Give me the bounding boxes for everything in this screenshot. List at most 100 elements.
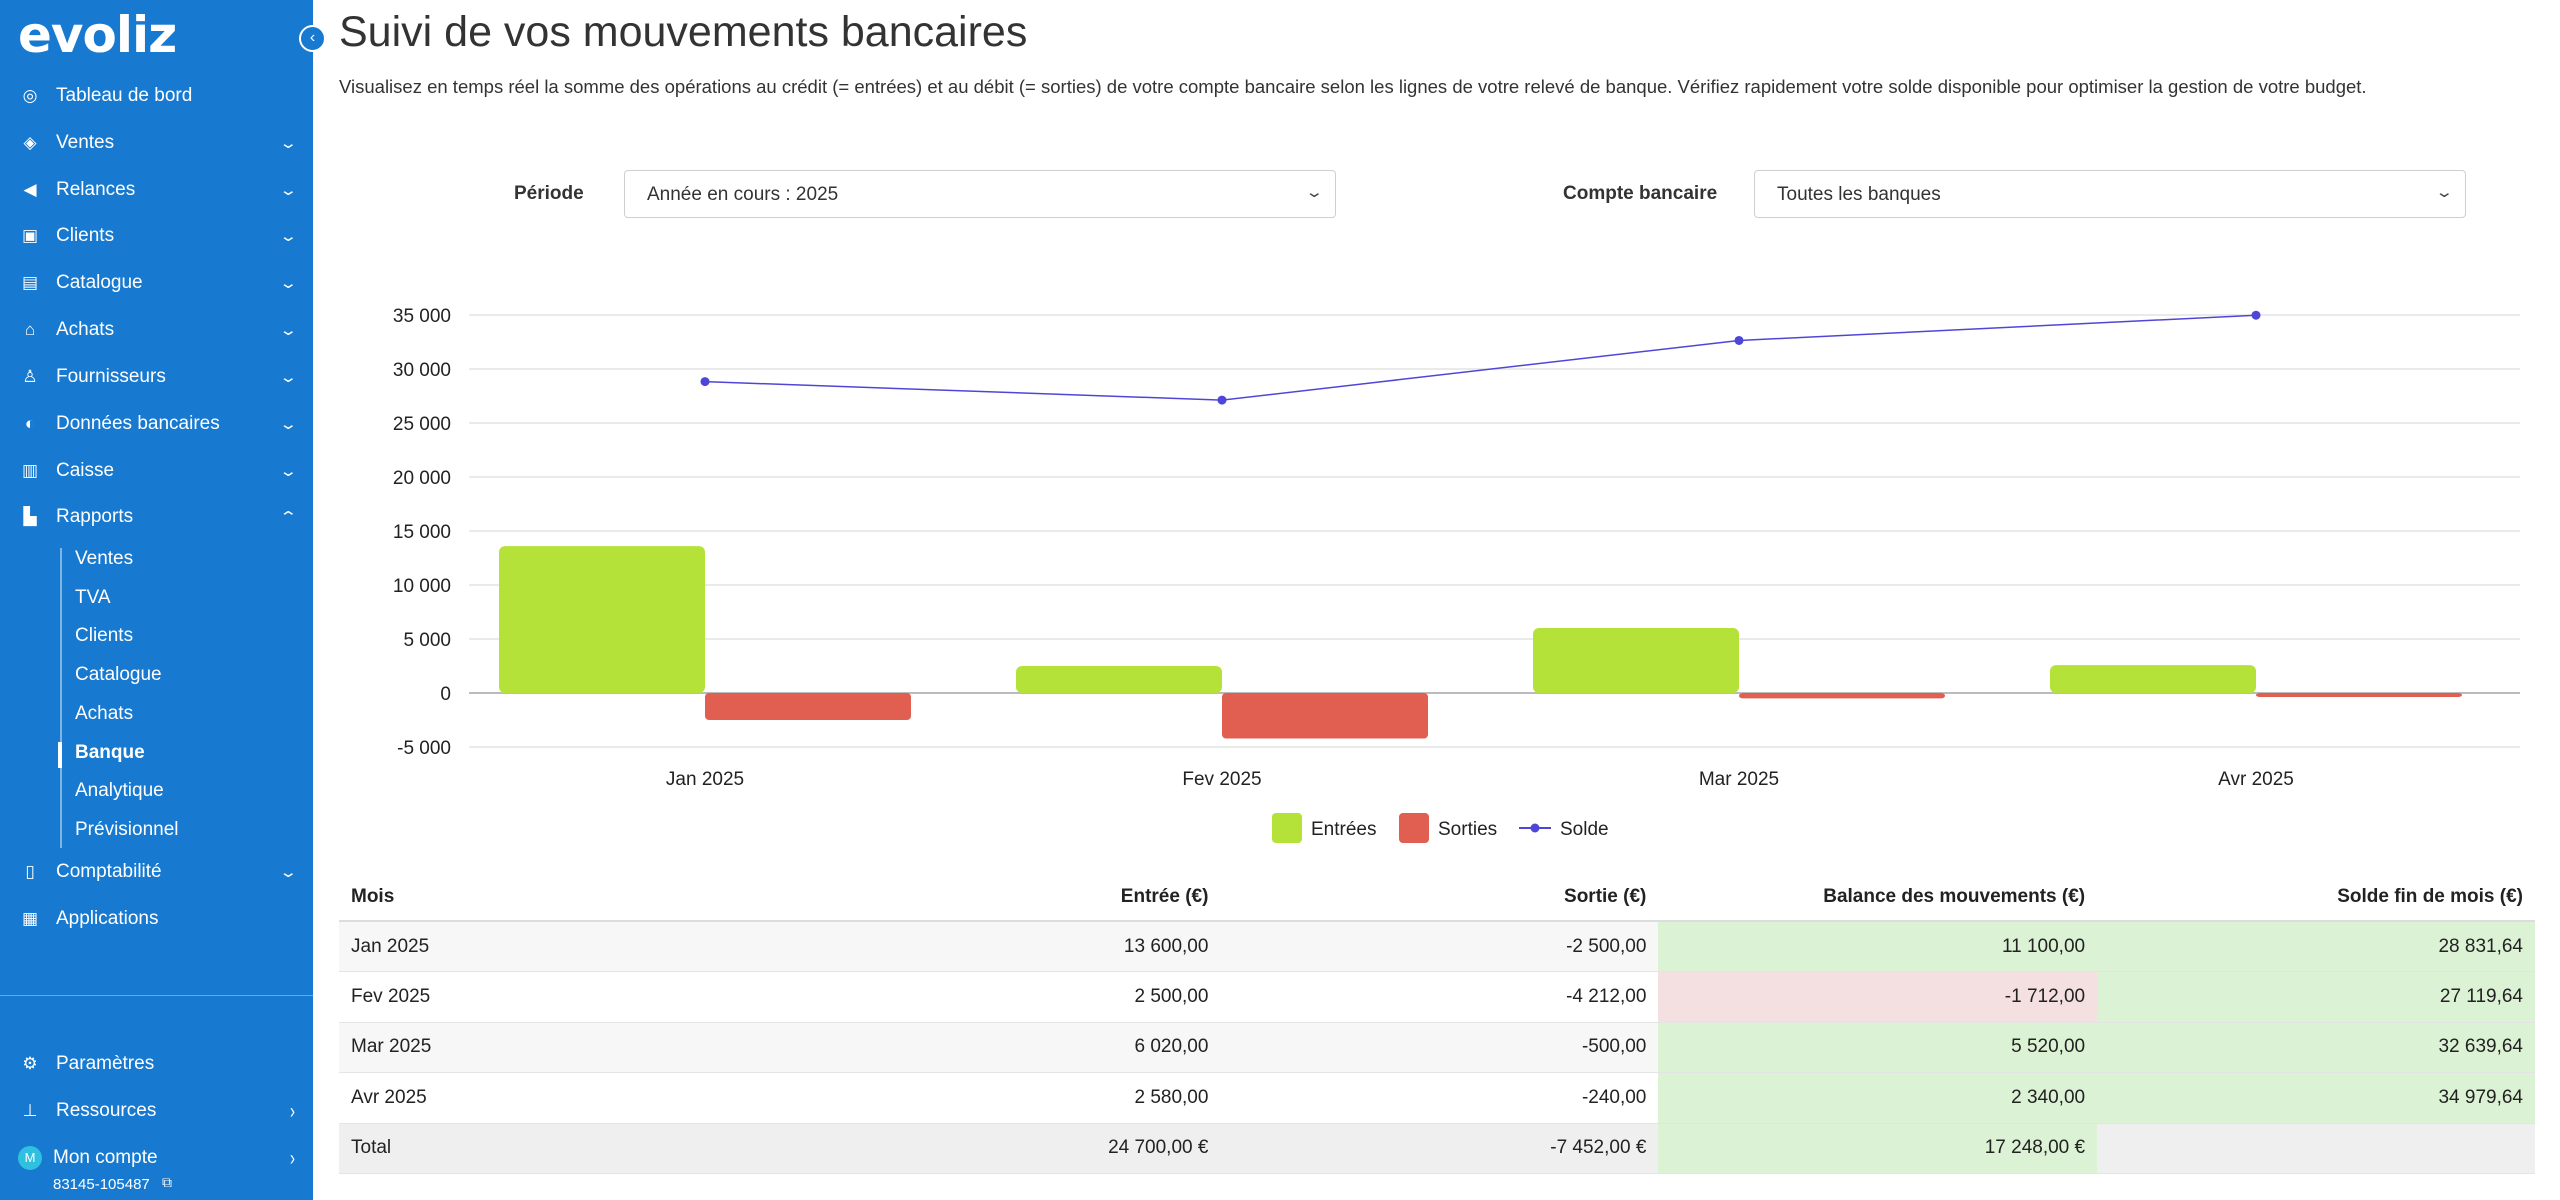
table-total-row: Total 24 700,00 € -7 452,00 € 17 248,00 … — [339, 1123, 2535, 1174]
periode-select-value: Année en cours : 2025 — [647, 184, 839, 205]
sidebar-item-label: Fournisseurs — [56, 366, 166, 387]
legend-swatch-solde-point — [1530, 823, 1540, 833]
cell-sortie: -500,00 — [1220, 1022, 1659, 1073]
table-header-row: Mois Entrée (€) Sortie (€) Balance des m… — [339, 873, 2535, 922]
page-title: Suivi de vos mouvements bancaires — [339, 8, 1028, 56]
table-row: Mar 2025 6 020,00 -500,00 5 520,00 32 63… — [339, 1022, 2535, 1073]
y-tick-label: 35 000 — [393, 306, 451, 327]
sidebar-subitem-achats[interactable]: Achats — [75, 703, 134, 724]
pin-icon: ⊥ — [22, 1101, 38, 1120]
account-id: 83145-105487 — [53, 1176, 150, 1193]
compte-bancaire-select[interactable]: Toutes les banques ⌄ — [1754, 170, 2466, 218]
cell-balance: 2 340,00 — [1658, 1072, 2098, 1124]
cell-total-sortie: -7 452,00 € — [1220, 1123, 1659, 1174]
cell-sortie: -2 500,00 — [1220, 921, 1659, 972]
cell-solde: 32 639,64 — [2097, 1022, 2535, 1073]
sidebar-subitem-analytique[interactable]: Analytique — [75, 780, 164, 801]
copy-icon[interactable]: ⧉ — [162, 1174, 172, 1190]
box-icon: ▤ — [21, 273, 39, 292]
x-tick-label: Fev 2025 — [1182, 769, 1261, 790]
sidebar-item-catalogue[interactable]: ▤ Catalogue ⌄ — [0, 263, 313, 303]
sidebar-item-caisse[interactable]: ▥ Caisse ⌄ — [0, 451, 313, 491]
compte-bancaire-label: Compte bancaire — [1563, 183, 1718, 204]
cell-solde: 28 831,64 — [2097, 921, 2535, 972]
cell-total-entree: 24 700,00 € — [891, 1123, 1221, 1174]
cell-entree: 2 500,00 — [891, 971, 1221, 1023]
page-description: Visualisez en temps réel la somme des op… — [339, 76, 2367, 97]
col-header-balance: Balance des mouvements (€) — [1658, 873, 2098, 922]
chevron-down-icon: ⌄ — [279, 182, 299, 199]
cell-balance: 11 100,00 — [1658, 921, 2098, 972]
periode-select[interactable]: Année en cours : 2025 ⌄ — [624, 170, 1336, 218]
sidebar-item-achats[interactable]: ⌂ Achats ⌄ — [0, 310, 313, 350]
cell-entree: 6 020,00 — [891, 1022, 1221, 1073]
sidebar-item-tableau-de-bord[interactable]: ◎ Tableau de bord — [0, 76, 313, 116]
table-row: Jan 2025 13 600,00 -2 500,00 11 100,00 2… — [339, 921, 2535, 972]
sidebar-item-label: Mon compte — [53, 1147, 158, 1168]
x-tick-label: Avr 2025 — [2218, 769, 2294, 790]
x-tick-label: Mar 2025 — [1699, 769, 1779, 790]
sidebar-item-label: Relances — [56, 179, 136, 200]
sidebar-item-label: Applications — [56, 908, 159, 929]
cell-balance: -1 712,00 — [1658, 971, 2098, 1023]
chevron-down-icon: ⌄ — [279, 228, 299, 245]
avatar: M — [18, 1146, 42, 1170]
chevron-down-icon: ⌄ — [1305, 184, 1325, 201]
sidebar-item-donnees-bancaires[interactable]: ◐ Données bancaires ⌄ — [0, 404, 313, 444]
bar-chart-icon: ▙ — [23, 507, 37, 526]
sidebar-item-comptabilite[interactable]: ▯ Comptabilité ⌄ — [0, 852, 313, 892]
y-tick-label: 30 000 — [393, 360, 451, 381]
sorties-bar — [1739, 693, 1945, 699]
sidebar-item-label: Caisse — [56, 460, 115, 481]
collapse-sidebar-button[interactable]: ‹ — [299, 25, 326, 52]
sidebar-item-applications[interactable]: ▦ Applications — [0, 899, 313, 939]
submenu-guide-line — [60, 548, 62, 848]
chevron-down-icon: ⌄ — [279, 275, 299, 292]
y-tick-label: -5 000 — [397, 738, 451, 759]
legend-label-solde: Solde — [1560, 819, 1609, 840]
sidebar-item-ventes[interactable]: ◈ Ventes ⌄ — [0, 123, 313, 163]
cell-entree: 13 600,00 — [891, 921, 1221, 972]
sidebar-item-rapports[interactable]: ▙ Rapports ⌃ — [0, 497, 313, 537]
sidebar-item-mon-compte[interactable]: M Mon compte › — [0, 1138, 313, 1178]
gauge-icon: ◎ — [22, 86, 38, 105]
cell-solde: 27 119,64 — [2097, 971, 2535, 1023]
legend-swatch-sorties — [1399, 813, 1429, 843]
cell-total-balance: 17 248,00 € — [1658, 1123, 2098, 1174]
sidebar-item-relances[interactable]: ◀ Relances ⌄ — [0, 170, 313, 210]
sidebar-item-label: Rapports — [56, 506, 134, 527]
col-header-entree: Entrée (€) — [891, 873, 1221, 922]
col-header-solde: Solde fin de mois (€) — [2097, 873, 2535, 922]
sidebar-subitem-previsionnel[interactable]: Prévisionnel — [75, 819, 179, 840]
submenu-active-indicator — [58, 742, 62, 768]
y-tick-label: 10 000 — [393, 576, 451, 597]
sidebar-item-clients[interactable]: ▣ Clients ⌄ — [0, 216, 313, 256]
sidebar-subitem-ventes[interactable]: Ventes — [75, 548, 134, 569]
solde-point — [1217, 395, 1227, 405]
y-tick-label: 15 000 — [393, 522, 451, 543]
sidebar-item-label: Achats — [56, 319, 115, 340]
sidebar-item-fournisseurs[interactable]: ♙ Fournisseurs ⌄ — [0, 357, 313, 397]
x-tick-label: Jan 2025 — [666, 769, 744, 790]
cell-sortie: -4 212,00 — [1220, 971, 1659, 1023]
basket-icon: ⌂ — [24, 320, 36, 339]
evoliz-logo[interactable]: evoliz — [18, 6, 177, 64]
chevron-right-icon: › — [290, 1099, 295, 1123]
col-header-sortie: Sortie (€) — [1220, 873, 1659, 922]
sidebar-subitem-tva[interactable]: TVA — [75, 587, 111, 608]
legend-label-sorties: Sorties — [1438, 819, 1497, 840]
sidebar-item-ressources[interactable]: ⊥ Ressources › — [0, 1091, 313, 1131]
solde-line — [704, 314, 2257, 401]
sidebar-subitem-banque[interactable]: Banque — [75, 742, 145, 763]
y-tick-label: 25 000 — [393, 414, 451, 435]
sidebar-item-label: Paramètres — [56, 1053, 155, 1074]
chevron-left-icon: ‹ — [309, 29, 316, 46]
sidebar-subitem-clients[interactable]: Clients — [75, 625, 134, 646]
chevron-right-icon: › — [290, 1146, 295, 1170]
chevron-down-icon: ⌄ — [279, 369, 299, 386]
entrees-bar — [499, 546, 705, 693]
sidebar-item-parametres[interactable]: ⚙ Paramètres — [0, 1044, 313, 1084]
sidebar-item-label: Tableau de bord — [56, 85, 193, 106]
sidebar-subitem-catalogue[interactable]: Catalogue — [75, 664, 162, 685]
chevron-down-icon: ⌄ — [2435, 184, 2455, 201]
